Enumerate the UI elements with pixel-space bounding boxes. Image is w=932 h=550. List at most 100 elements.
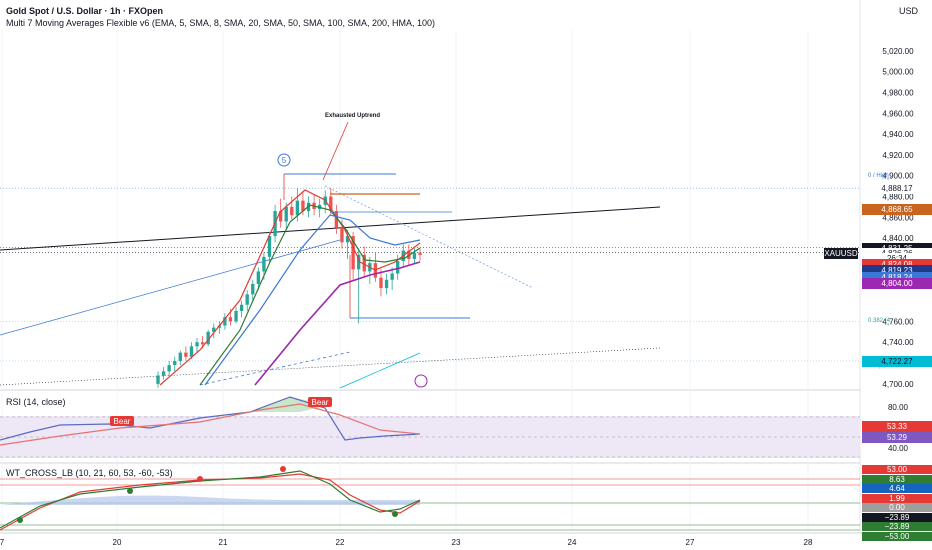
wt-line-2 <box>0 470 421 529</box>
ma-ema5-line <box>159 189 421 386</box>
candle-body <box>329 196 333 212</box>
price-label: 4,804.00 <box>862 277 932 289</box>
price-tick: 4,920.00 <box>882 151 914 160</box>
candle-body <box>206 331 210 345</box>
bear-tag-label: Bear <box>114 417 131 426</box>
wt-value-label: 4.64 <box>862 484 932 493</box>
candle <box>212 323 216 339</box>
trend-line <box>339 352 421 389</box>
candle-body <box>284 206 288 222</box>
time-tick: 20 <box>113 538 122 547</box>
candle-body <box>295 200 300 216</box>
candle-body <box>161 371 166 376</box>
wt-line-1 <box>0 473 421 531</box>
candle <box>357 248 361 324</box>
price-tick: 4,940.00 <box>882 130 914 139</box>
candle <box>234 306 238 324</box>
currency-label: USD <box>898 6 918 16</box>
candle-body <box>357 254 361 270</box>
candle-body <box>345 236 350 243</box>
annotation-label: Exhausted Uptrend <box>325 113 380 119</box>
price-tick: 4,880.00 <box>882 193 914 202</box>
rsi-title[interactable]: RSI (14, close) <box>6 397 66 407</box>
candle <box>206 329 210 347</box>
candle-body <box>195 342 199 347</box>
candle <box>178 350 182 366</box>
candle <box>195 338 199 353</box>
indicator-legend[interactable]: Multi 7 Moving Averages Flexible v6 (EMA… <box>6 18 436 28</box>
candle-body <box>301 200 305 212</box>
candle-body <box>228 317 233 322</box>
price-tick: 4,760.00 <box>882 317 914 326</box>
candle-body <box>245 294 249 305</box>
time-tick: 23 <box>452 538 461 547</box>
price-label: 4,824.08 <box>862 259 932 271</box>
candle-body <box>362 254 366 272</box>
candle <box>290 196 294 220</box>
candle-body <box>239 304 244 311</box>
candle-body <box>189 346 194 357</box>
wt-value-label: 0.00 <box>862 503 932 512</box>
candle <box>156 371 160 388</box>
candle-body <box>334 211 339 228</box>
rsi-value-label: 53.33 <box>862 421 932 432</box>
candle-body <box>267 236 272 257</box>
candle-body <box>262 256 266 272</box>
wt-cross-dot <box>127 488 133 494</box>
price-label: 4,818.24 <box>862 271 932 283</box>
candle <box>412 246 417 264</box>
candle <box>379 269 383 297</box>
wt-title[interactable]: WT_CROSS_LB (10, 21, 60, 53, -60, -53) <box>6 468 173 478</box>
price-label: 4,868.65 <box>862 204 932 215</box>
wt-value-label: −23.89 <box>862 522 932 531</box>
price-label: 26:34 <box>862 252 932 264</box>
trend-line <box>0 206 661 251</box>
candle <box>167 360 171 376</box>
price-label: 4,888.17 <box>862 183 932 195</box>
candle-body <box>396 261 400 274</box>
wave-label-circle <box>277 153 291 167</box>
candle-body <box>167 365 171 372</box>
wt-histogram <box>0 495 420 505</box>
time-tick: 21 <box>219 538 228 547</box>
candle-body <box>251 283 255 295</box>
candle-body <box>256 271 261 284</box>
candle <box>184 346 188 361</box>
time-tick: 27 <box>686 538 695 547</box>
candle <box>239 300 244 318</box>
wt-cross-dot <box>197 476 203 482</box>
bear-tag <box>308 397 332 407</box>
price-label: 4,819.23 <box>862 265 932 277</box>
price-tick: 5,000.00 <box>882 68 914 77</box>
candle <box>384 273 389 295</box>
candle-body <box>156 375 160 384</box>
price-tick: 4,740.00 <box>882 338 914 347</box>
wt-value-label: −53.00 <box>862 531 932 541</box>
wt-cross-dot <box>392 511 398 517</box>
candle <box>245 290 249 311</box>
candle-body <box>184 352 188 357</box>
price-tick: 4,960.00 <box>882 109 914 118</box>
candle-body <box>234 310 238 322</box>
annotation-arrow <box>322 121 349 181</box>
price-tick: 4,700.00 <box>882 380 914 389</box>
candle-body <box>200 342 205 345</box>
candle <box>189 342 194 359</box>
rsi-tick: 80.00 <box>888 403 909 412</box>
candle <box>373 252 378 282</box>
candle-body <box>290 206 294 216</box>
wt-value-label: −23.89 <box>862 512 932 522</box>
candle-body <box>223 317 227 326</box>
price-tick: 4,860.00 <box>882 213 914 222</box>
ma-sma8-line <box>199 204 421 386</box>
candle-body <box>340 227 344 243</box>
ma-sma20-line <box>204 214 421 386</box>
trend-line <box>0 239 341 336</box>
time-tick: 7 <box>0 538 5 547</box>
candle-body <box>384 279 389 289</box>
candle-body <box>173 360 177 366</box>
candle <box>223 313 227 330</box>
candle <box>418 248 422 262</box>
time-tick: 28 <box>804 538 813 547</box>
